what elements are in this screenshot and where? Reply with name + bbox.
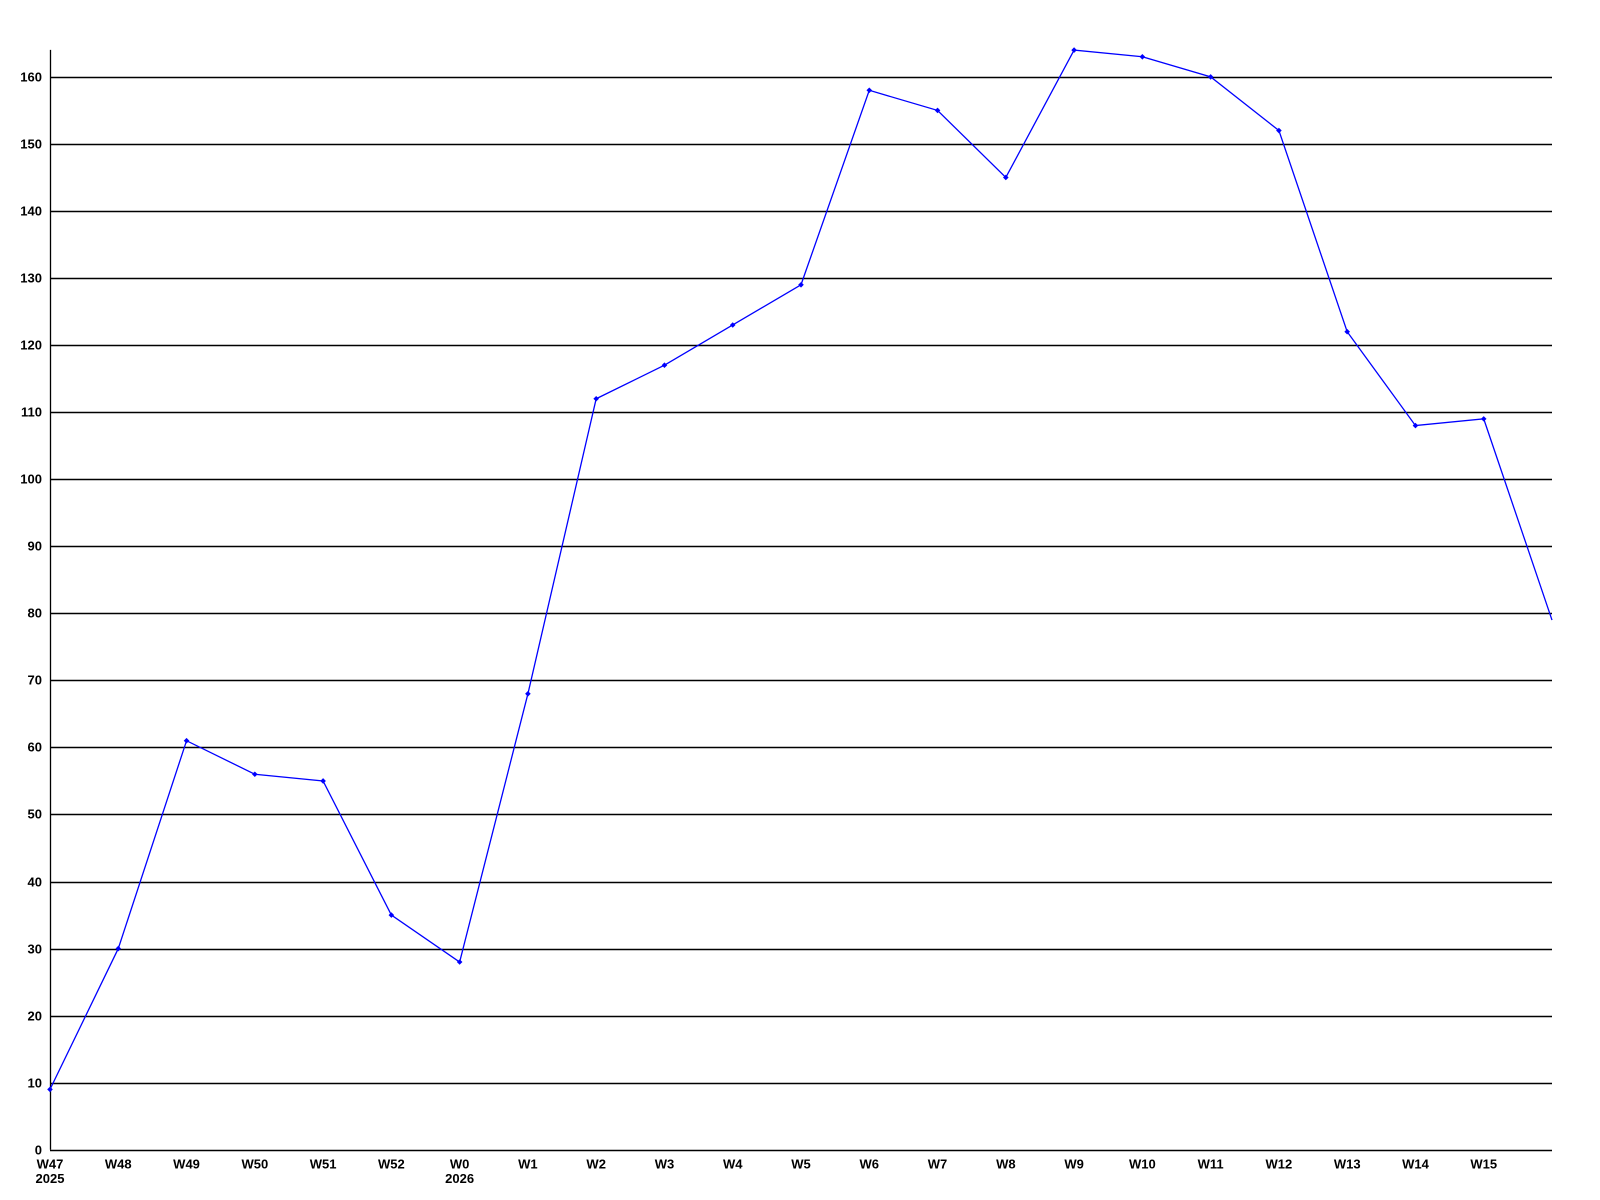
svg-text:110: 110 [21,405,42,420]
svg-text:20: 20 [28,1009,42,1024]
svg-text:W50: W50 [241,1156,268,1171]
svg-text:0: 0 [35,1143,42,1158]
svg-text:W9: W9 [1064,1156,1084,1171]
svg-text:W2: W2 [586,1156,606,1171]
svg-text:W11: W11 [1198,1156,1224,1171]
svg-text:W15: W15 [1470,1156,1497,1171]
svg-text:50: 50 [28,807,42,822]
svg-text:W1: W1 [518,1156,538,1171]
svg-text:W14: W14 [1402,1156,1430,1171]
svg-text:W12: W12 [1266,1156,1293,1171]
svg-text:60: 60 [28,740,42,755]
svg-text:W7: W7 [928,1156,948,1171]
svg-text:2026: 2026 [445,1171,474,1186]
svg-text:W4: W4 [723,1156,743,1171]
svg-text:W0: W0 [450,1156,470,1171]
svg-text:150: 150 [20,137,42,152]
svg-text:30: 30 [28,942,42,957]
svg-text:120: 120 [20,338,42,353]
svg-text:W47: W47 [37,1156,64,1171]
svg-text:W3: W3 [655,1156,675,1171]
svg-text:W51: W51 [310,1156,337,1171]
svg-text:40: 40 [28,875,42,890]
svg-text:W6: W6 [860,1156,880,1171]
svg-text:W52: W52 [378,1156,405,1171]
svg-text:140: 140 [20,204,42,219]
svg-text:100: 100 [20,472,42,487]
svg-text:160: 160 [20,70,42,85]
svg-text:80: 80 [28,606,42,621]
svg-text:W48: W48 [105,1156,132,1171]
svg-text:W5: W5 [791,1156,811,1171]
svg-text:90: 90 [28,539,42,554]
svg-text:W13: W13 [1334,1156,1361,1171]
svg-text:130: 130 [20,271,42,286]
svg-text:W49: W49 [173,1156,200,1171]
svg-text:W10: W10 [1129,1156,1156,1171]
svg-text:2025: 2025 [36,1171,65,1186]
svg-text:70: 70 [28,673,42,688]
svg-text:10: 10 [28,1076,42,1091]
svg-text:W8: W8 [996,1156,1016,1171]
